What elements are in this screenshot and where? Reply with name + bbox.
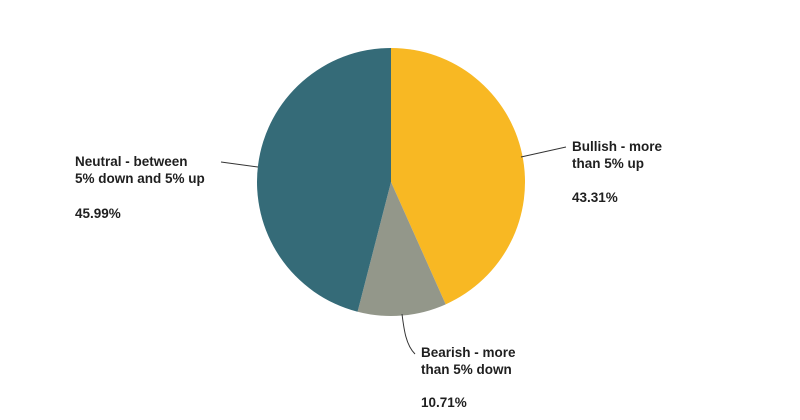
pie-slice-bearish (357, 182, 446, 317)
pie-slice-bullish (391, 47, 526, 305)
slice-label-bullish: Bullish - more than 5% up (572, 139, 666, 171)
leader-line-neutral (220, 161, 259, 168)
pie-slice-neutral (257, 47, 391, 312)
value-label-neutral: 45.99% (75, 206, 121, 221)
value-label-bearish: 10.71% (421, 395, 467, 410)
leader-line-bearish (401, 313, 416, 355)
leader-line-bullish (520, 146, 567, 158)
slice-label-neutral: Neutral - between 5% down and 5% up (75, 154, 205, 186)
value-label-bullish: 43.31% (572, 190, 618, 205)
pie-slices (257, 47, 526, 317)
leader-lines (220, 146, 567, 355)
slice-label-bearish: Bearish - more than 5% down (421, 345, 519, 377)
slice-labels: Bullish - more than 5% up 43.31% Bearish… (75, 139, 666, 410)
